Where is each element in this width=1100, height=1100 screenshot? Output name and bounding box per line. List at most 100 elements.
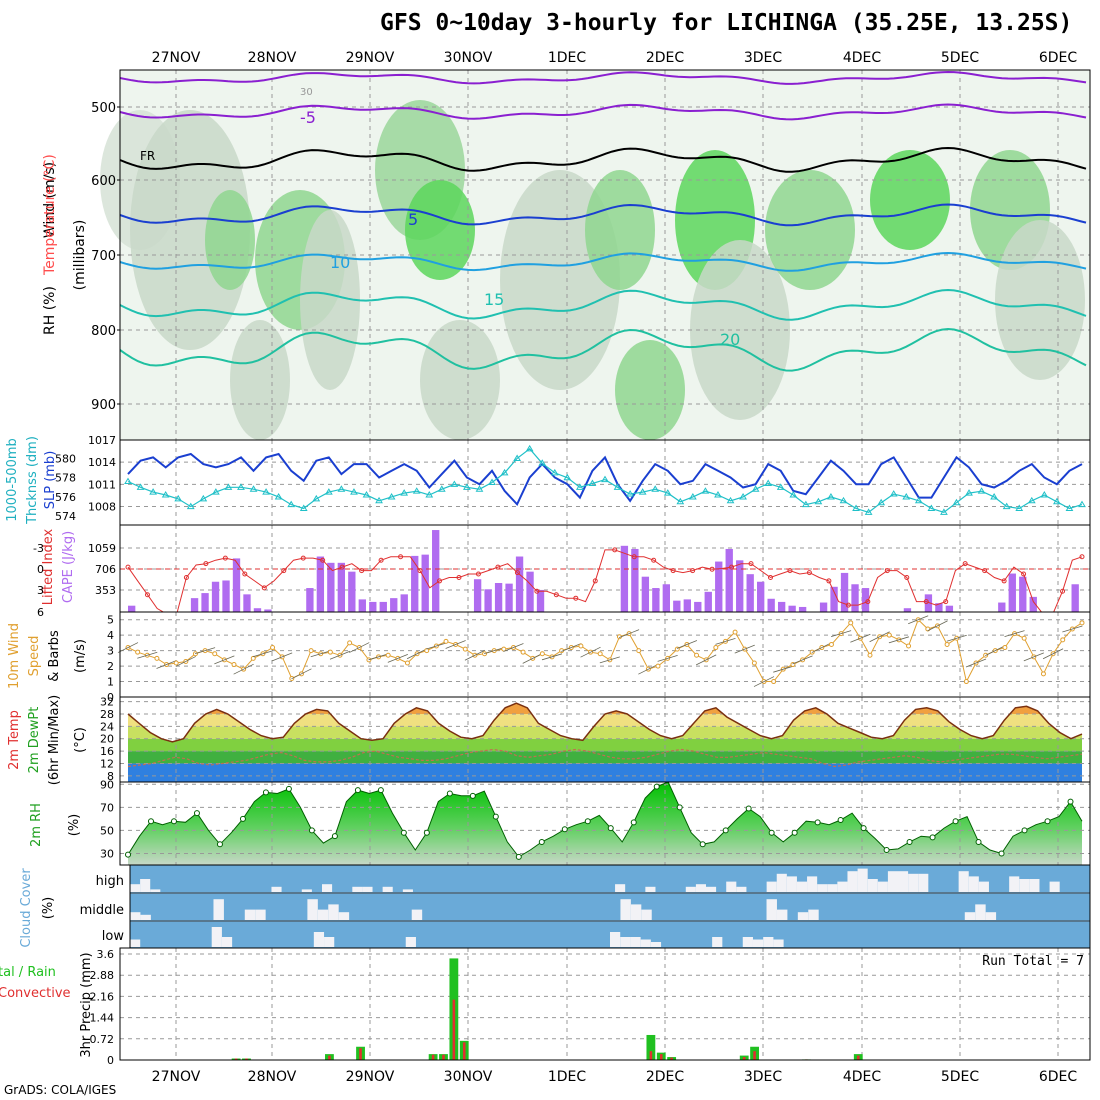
- rh-shading: [230, 320, 290, 440]
- cloud-bar: [807, 876, 818, 892]
- chart-title: GFS 0~10day 3-hourly for LICHINGA (35.25…: [380, 10, 1073, 36]
- li-marker: [475, 571, 481, 577]
- thickness-marker: [174, 494, 183, 502]
- rh-marker: [745, 805, 752, 812]
- wind-marker: [154, 655, 160, 661]
- wind-marker: [886, 632, 892, 638]
- wind-barb: [156, 660, 177, 669]
- thickness-marker: [149, 488, 157, 495]
- cape-tick-label: 353: [95, 584, 116, 597]
- cloud-bar: [140, 914, 151, 920]
- cloud-bar: [908, 873, 919, 892]
- wind-barb: [503, 643, 524, 652]
- left-labels: Wind (m/s) Temperature (°C) RH (%) (mill…: [0, 154, 94, 1057]
- li-marker: [1001, 578, 1007, 584]
- wind-marker: [751, 660, 757, 666]
- thickness-marker: [990, 492, 999, 500]
- top-date-label: 2DEC: [646, 50, 685, 66]
- slp-panel: 1017 1014 1011 1008 580 578 576 574: [55, 434, 1091, 526]
- wind-marker: [135, 649, 141, 655]
- contour-label: 10: [330, 253, 350, 272]
- thickness-marker: [412, 487, 421, 494]
- rh-marker: [492, 813, 499, 820]
- cape-bar: [725, 548, 733, 612]
- wind-marker: [462, 646, 468, 652]
- wind-barb: [406, 648, 428, 660]
- wind-barb: [792, 655, 813, 665]
- cape-bar: [243, 594, 251, 612]
- thickness-marker: [914, 496, 923, 504]
- wind-barb: [310, 650, 331, 658]
- cape-panel: 1059 706 353 -3 0 3 6: [33, 524, 1091, 619]
- rh-marker: [837, 817, 844, 824]
- li-marker: [845, 602, 851, 608]
- cloud-bar: [640, 939, 651, 947]
- cape-tick-label: 1059: [88, 542, 116, 555]
- li-marker: [612, 547, 618, 553]
- cloud-bar: [975, 904, 986, 920]
- temp-tick-label: 12: [100, 757, 114, 770]
- wind-marker: [1040, 671, 1046, 677]
- wind-barb: [233, 663, 254, 675]
- cloud-level-label: low: [102, 929, 125, 944]
- thickness-marker: [237, 483, 245, 490]
- isotherm-minus10: [119, 70, 1087, 85]
- cape-bar: [652, 588, 660, 612]
- thickness-marker: [1015, 504, 1024, 511]
- li-marker: [183, 574, 189, 580]
- bottom-date-label: 3DEC: [744, 1069, 783, 1085]
- li-tick-label: 6: [37, 606, 44, 619]
- cloud-level-label: high: [96, 874, 124, 889]
- li-marker: [242, 571, 248, 577]
- temp-tick-label: 28: [100, 708, 114, 721]
- rh-shading: [995, 220, 1085, 380]
- top-date-label: 30NOV: [444, 50, 493, 66]
- wind-marker: [443, 638, 449, 644]
- li-marker: [300, 555, 306, 561]
- precip-conv-bar: [742, 1057, 746, 1060]
- label-precip-c: 3hr Precip (mm): [79, 952, 94, 1057]
- pressure-tick-label: 600: [91, 174, 116, 189]
- thickness-marker: [324, 488, 333, 495]
- thickness-line: [127, 447, 1083, 513]
- precip-total-bar: [646, 1034, 656, 1060]
- li-marker: [534, 588, 540, 594]
- cloud-bar: [742, 937, 753, 947]
- wind-barb: [888, 636, 910, 644]
- li-tick-label: 0: [37, 563, 44, 576]
- cloud-bar: [362, 886, 373, 892]
- thickness-marker: [902, 492, 911, 500]
- wind-barb: [214, 655, 235, 665]
- wind-marker: [539, 651, 545, 657]
- cloud-bar: [776, 873, 787, 892]
- thickness-marker: [601, 475, 609, 483]
- precip-conv-bar: [659, 1054, 663, 1060]
- precip-conv-bar: [359, 1048, 362, 1060]
- wind-barb: [484, 647, 505, 655]
- thickness-marker: [576, 483, 584, 490]
- cloud-bar: [271, 886, 282, 892]
- li-marker: [553, 592, 559, 598]
- thickness-marker: [337, 485, 346, 492]
- temp-tick-label: 24: [100, 720, 114, 733]
- wind-tick-label: 4: [107, 629, 114, 642]
- thickness-marker: [437, 485, 446, 492]
- thickness-marker: [889, 490, 898, 497]
- rh-marker: [262, 789, 269, 796]
- precip-conv-bar: [649, 1051, 653, 1060]
- li-marker: [456, 574, 462, 580]
- slp-tick-label: 1014: [88, 456, 116, 469]
- thickness-marker: [801, 500, 810, 508]
- isotherm-minus5: [119, 103, 1087, 121]
- li-marker: [982, 568, 988, 574]
- cape-bar: [704, 591, 712, 612]
- thickness-marker: [877, 498, 886, 506]
- wind-barb: [1004, 630, 1025, 638]
- cloud-bar: [382, 886, 393, 892]
- rh-shading: [205, 190, 255, 290]
- thickness-marker: [287, 500, 296, 508]
- rh-marker: [906, 838, 913, 845]
- contour-label: 15: [484, 290, 504, 309]
- precip-conv-bar: [328, 1055, 331, 1060]
